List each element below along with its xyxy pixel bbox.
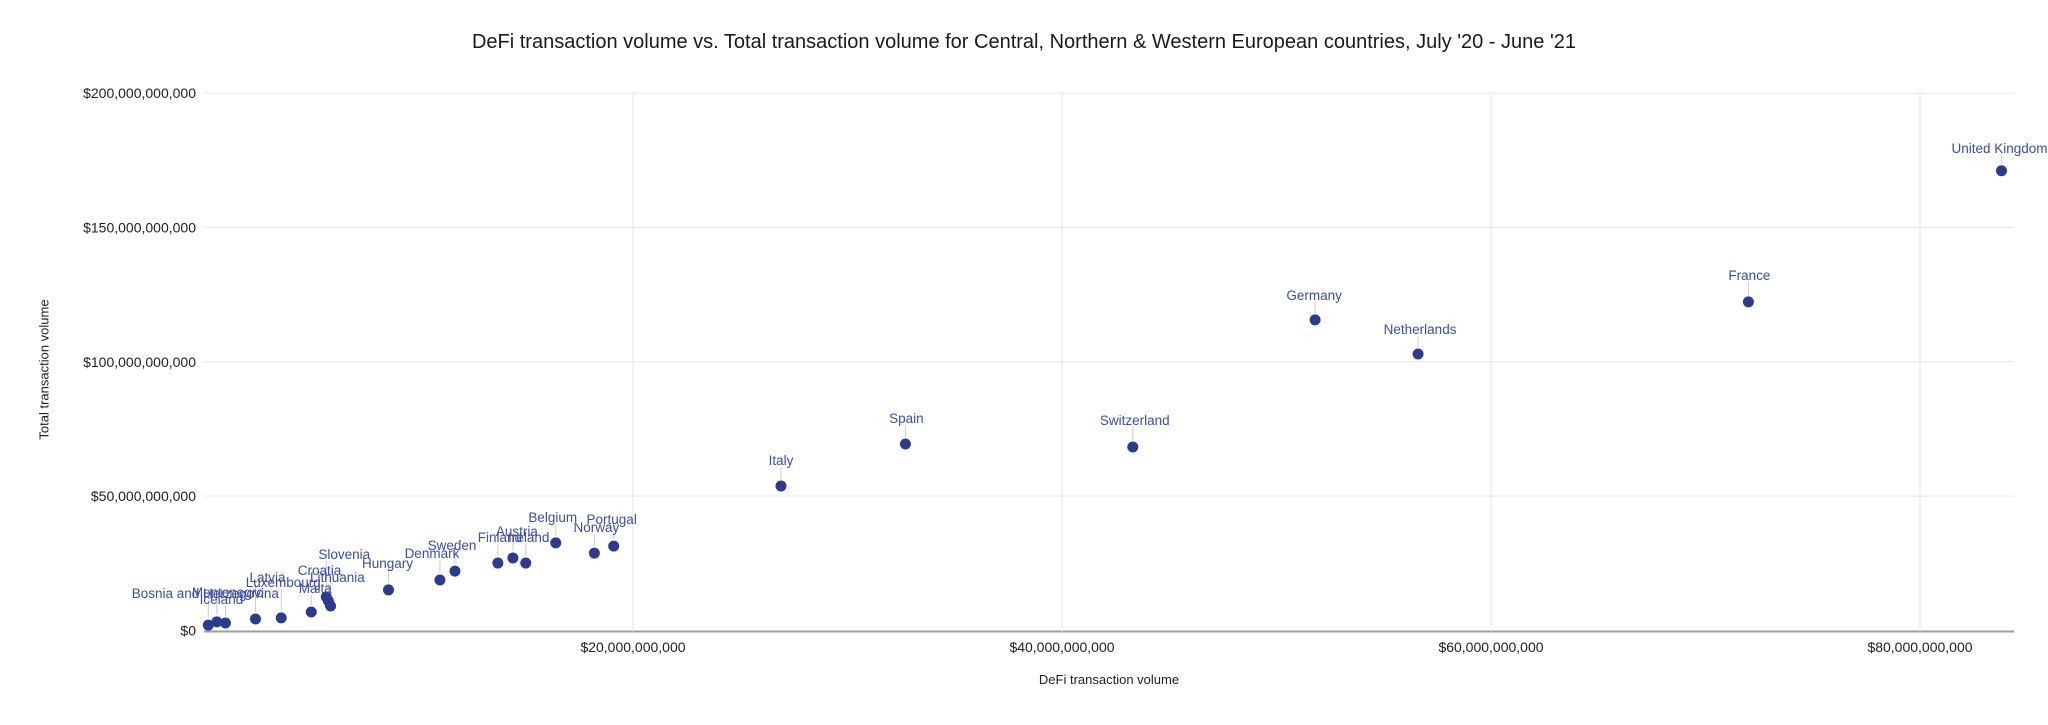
data-point-united-kingdom[interactable] bbox=[1996, 165, 2008, 177]
x-axis-title: DeFi transaction volume bbox=[1038, 672, 1180, 687]
data-point-bosnia-and-herzegovina[interactable] bbox=[202, 619, 214, 631]
point-label: France bbox=[1728, 268, 1770, 283]
data-point-germany[interactable] bbox=[1309, 314, 1321, 326]
y-tick-label: $50,000,000,000 bbox=[91, 488, 196, 504]
point-label: Spain bbox=[889, 411, 924, 426]
data-point-luxembourg[interactable] bbox=[275, 612, 287, 624]
point-label: Latvia bbox=[249, 570, 286, 585]
point-label: Ireland bbox=[508, 530, 549, 545]
point-label: Germany bbox=[1286, 288, 1342, 303]
point-label: Portugal bbox=[587, 512, 637, 527]
data-point-malta[interactable] bbox=[305, 606, 317, 618]
y-tick-label: $150,000,000,000 bbox=[83, 219, 196, 235]
data-point-iceland[interactable] bbox=[219, 617, 231, 629]
x-tick-label: $40,000,000,000 bbox=[1009, 639, 1114, 655]
point-label: Sweden bbox=[428, 538, 477, 553]
point-label: Austria bbox=[496, 524, 539, 539]
point-label: Switzerland bbox=[1100, 413, 1170, 428]
data-point-latvia[interactable] bbox=[249, 613, 261, 625]
x-tick-label: $60,000,000,000 bbox=[1438, 639, 1543, 655]
chart-title: DeFi transaction volume vs. Total transa… bbox=[471, 31, 1577, 53]
x-tick-label: $20,000,000,000 bbox=[580, 639, 685, 655]
point-label: Montenegro bbox=[192, 585, 264, 600]
data-point-spain[interactable] bbox=[899, 438, 911, 450]
point-label: Malta bbox=[299, 581, 333, 596]
point-label: United Kingdom bbox=[1951, 141, 2047, 156]
point-label: Finland bbox=[478, 530, 522, 545]
point-label: Hungary bbox=[362, 556, 413, 571]
data-point-hungary[interactable] bbox=[382, 584, 394, 596]
point-label: Netherlands bbox=[1384, 322, 1457, 337]
data-point-norway[interactable] bbox=[588, 547, 600, 559]
data-point-austria[interactable] bbox=[507, 552, 519, 564]
point-label: Norway bbox=[574, 520, 620, 535]
point-label: Belgium bbox=[528, 510, 577, 525]
point-label: Croatia bbox=[298, 563, 342, 578]
point-label: Luxembourg bbox=[246, 575, 321, 590]
data-point-montenegro[interactable] bbox=[211, 616, 223, 628]
data-point-italy[interactable] bbox=[775, 480, 787, 492]
y-tick-label: $100,000,000,000 bbox=[83, 354, 196, 370]
data-point-france[interactable] bbox=[1742, 296, 1754, 308]
data-point-portugal[interactable] bbox=[608, 540, 620, 552]
y-tick-label: $200,000,000,000 bbox=[83, 85, 196, 101]
point-label: Iceland bbox=[200, 592, 244, 607]
data-point-switzerland[interactable] bbox=[1127, 441, 1139, 453]
data-point-finland[interactable] bbox=[492, 557, 504, 569]
data-point-sweden[interactable] bbox=[449, 565, 461, 577]
point-label: Slovenia bbox=[318, 547, 370, 562]
point-label: Italy bbox=[769, 453, 794, 468]
data-point-netherlands[interactable] bbox=[1412, 348, 1424, 360]
data-point-ireland[interactable] bbox=[520, 557, 532, 569]
x-tick-label: $80,000,000,000 bbox=[1867, 639, 1972, 655]
point-label: Denmark bbox=[405, 546, 460, 561]
point-label: Bosnia and Herzegovina bbox=[132, 586, 280, 601]
y-tick-label: $0 bbox=[180, 623, 196, 639]
data-point-denmark[interactable] bbox=[434, 574, 446, 586]
data-point-belgium[interactable] bbox=[550, 537, 562, 549]
data-point-slovenia[interactable] bbox=[320, 591, 332, 603]
point-label: Lithuania bbox=[310, 570, 365, 585]
